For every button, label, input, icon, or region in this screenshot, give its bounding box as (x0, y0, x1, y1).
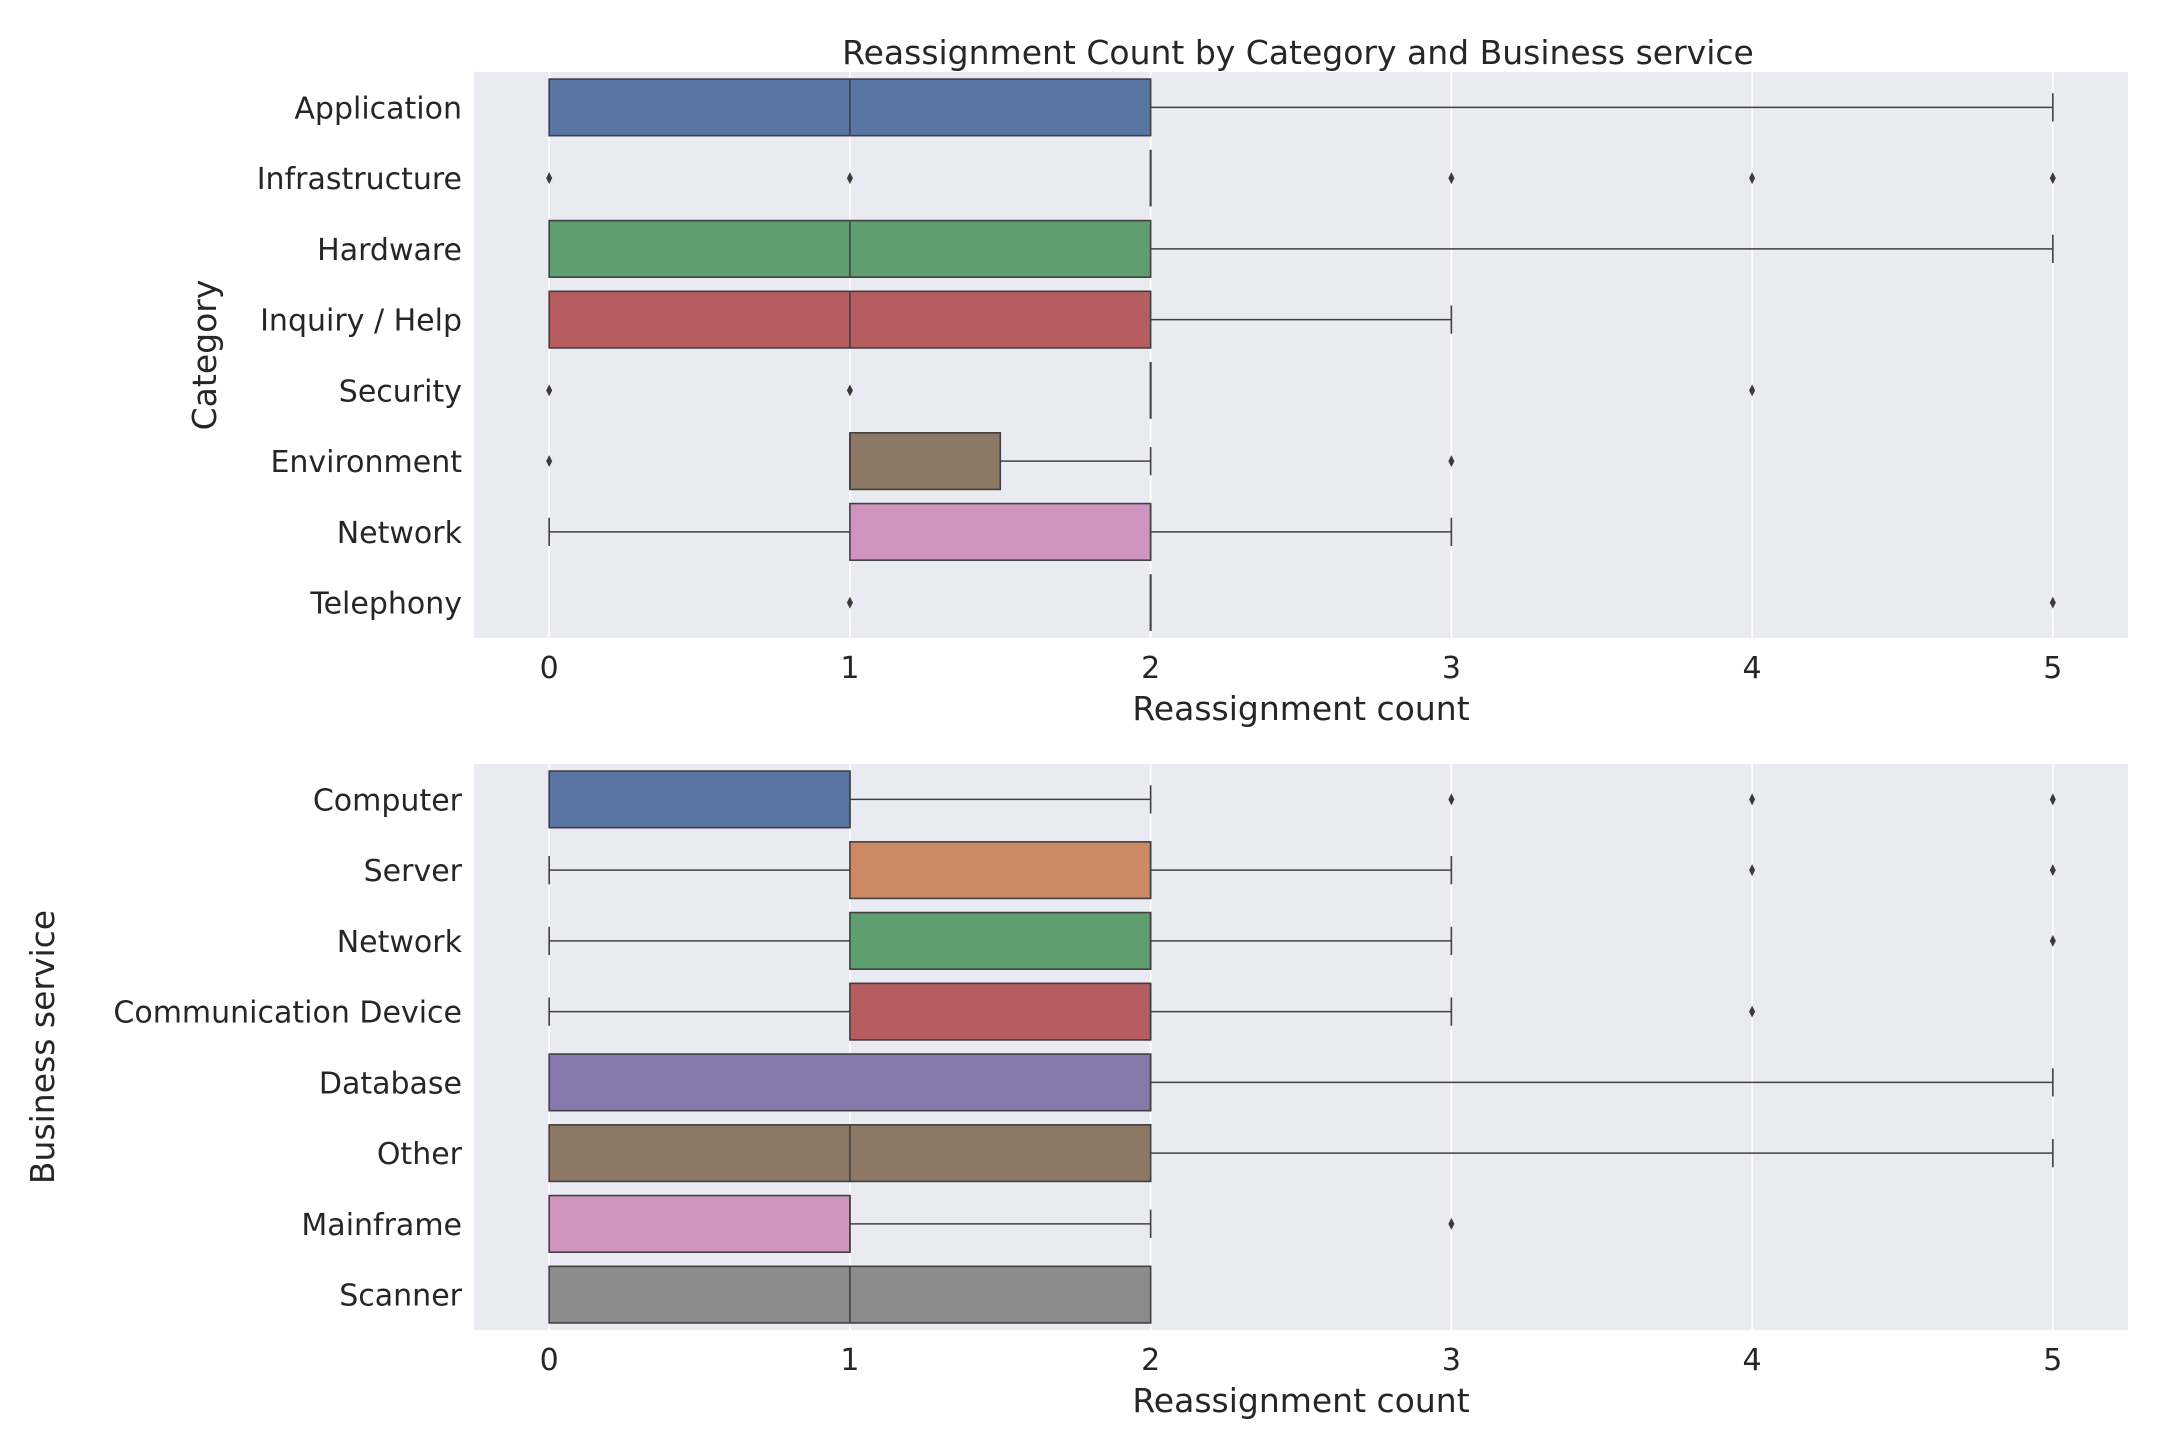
y-tick-label: Database (319, 1066, 462, 1101)
outlier-point (546, 384, 553, 397)
iqr-box (548, 770, 851, 829)
iqr-box (849, 502, 1152, 561)
y-tick-label: Mainframe (301, 1208, 462, 1243)
y-tick-label: Network (337, 925, 463, 960)
outlier-point (1448, 172, 1455, 185)
x-tick-label: 3 (1442, 651, 1461, 686)
box-inquiry-help (548, 290, 1453, 349)
boxplot-panel-1: 0 1 2 3 4 5 Reassignment count Category Applicat… (185, 72, 2128, 728)
box-server (548, 841, 2056, 900)
y-tick-label: Inquiry / Help (260, 304, 462, 339)
y-tick-label: Computer (313, 783, 463, 818)
box-network (548, 911, 2056, 970)
box-hardware (548, 219, 2054, 278)
plot-area (474, 72, 2128, 638)
iqr-box (849, 841, 1152, 900)
y-tick-label: Infrastructure (257, 162, 462, 197)
iqr-box (849, 432, 1002, 491)
y-tick-label: Telephony (309, 587, 462, 622)
panels: 0 1 2 3 4 5 Reassignment count Category Applicat… (23, 72, 2128, 1420)
box-telephony (846, 574, 2056, 631)
outlier-point (2049, 864, 2056, 877)
x-axis-label: Reassignment count (1132, 1381, 1469, 1420)
y-tick-label: Environment (270, 445, 462, 480)
x-tick-label: 2 (1141, 651, 1160, 686)
outlier-point (1749, 384, 1756, 397)
outlier-point (2049, 172, 2056, 185)
y-tick-label: Application (294, 91, 462, 126)
outlier-point (1749, 864, 1756, 877)
box-communication-device (548, 982, 1756, 1041)
outlier-point (546, 172, 553, 185)
x-tick-label: 5 (2043, 1343, 2062, 1378)
iqr-box (548, 1194, 851, 1253)
box-computer (548, 770, 2056, 829)
box-database (548, 1053, 2054, 1112)
box-security (546, 362, 1756, 419)
outlier-point (846, 596, 853, 609)
y-tick-label: Server (364, 854, 463, 889)
x-tick-label: 4 (1743, 1343, 1762, 1378)
outlier-point (846, 172, 853, 185)
box-mainframe (548, 1194, 1455, 1253)
x-tick-label: 0 (540, 651, 559, 686)
x-tick-label: 0 (540, 1343, 559, 1378)
x-tick-label: 3 (1442, 1343, 1461, 1378)
y-tick-label: Network (337, 516, 463, 551)
y-axis-label: Business service (23, 910, 62, 1184)
iqr-box (849, 911, 1152, 970)
outlier-point (1749, 172, 1756, 185)
outlier-point (2049, 596, 2056, 609)
outlier-point (1749, 793, 1756, 806)
box-scanner (548, 1265, 1152, 1324)
y-tick-label: Security (339, 374, 462, 409)
iqr-box (548, 1053, 1152, 1112)
x-tick-label: 1 (840, 1343, 859, 1378)
outlier-point (1749, 1005, 1756, 1018)
outlier-point (546, 455, 553, 468)
y-tick-label: Hardware (317, 233, 462, 268)
outlier-point (1448, 455, 1455, 468)
x-tick-label: 1 (840, 651, 859, 686)
box-environment (546, 432, 1455, 491)
y-tick-label: Communication Device (113, 996, 462, 1031)
y-tick-label: Other (377, 1137, 463, 1172)
x-axis-label: Reassignment count (1132, 689, 1469, 728)
outlier-point (2049, 793, 2056, 806)
x-tick-label: 4 (1743, 651, 1762, 686)
iqr-box (849, 982, 1152, 1041)
outlier-point (1448, 793, 1455, 806)
box-network (548, 502, 1453, 561)
outlier-point (2049, 934, 2056, 947)
box-infrastructure (546, 149, 2056, 207)
x-tick-label: 5 (2043, 651, 2062, 686)
x-tick-label: 2 (1141, 1343, 1160, 1378)
y-tick-label: Scanner (339, 1279, 462, 1314)
box-other (548, 1124, 2054, 1183)
box-application (548, 78, 2054, 137)
outlier-point (1448, 1217, 1455, 1230)
chart-title: Reassignment Count by Category and Busin… (842, 33, 1754, 72)
y-axis-label: Category (185, 280, 224, 431)
boxplot-panel-2: 0 1 2 3 4 5 Reassignment count Business service… (23, 764, 2128, 1420)
outlier-point (846, 384, 853, 397)
